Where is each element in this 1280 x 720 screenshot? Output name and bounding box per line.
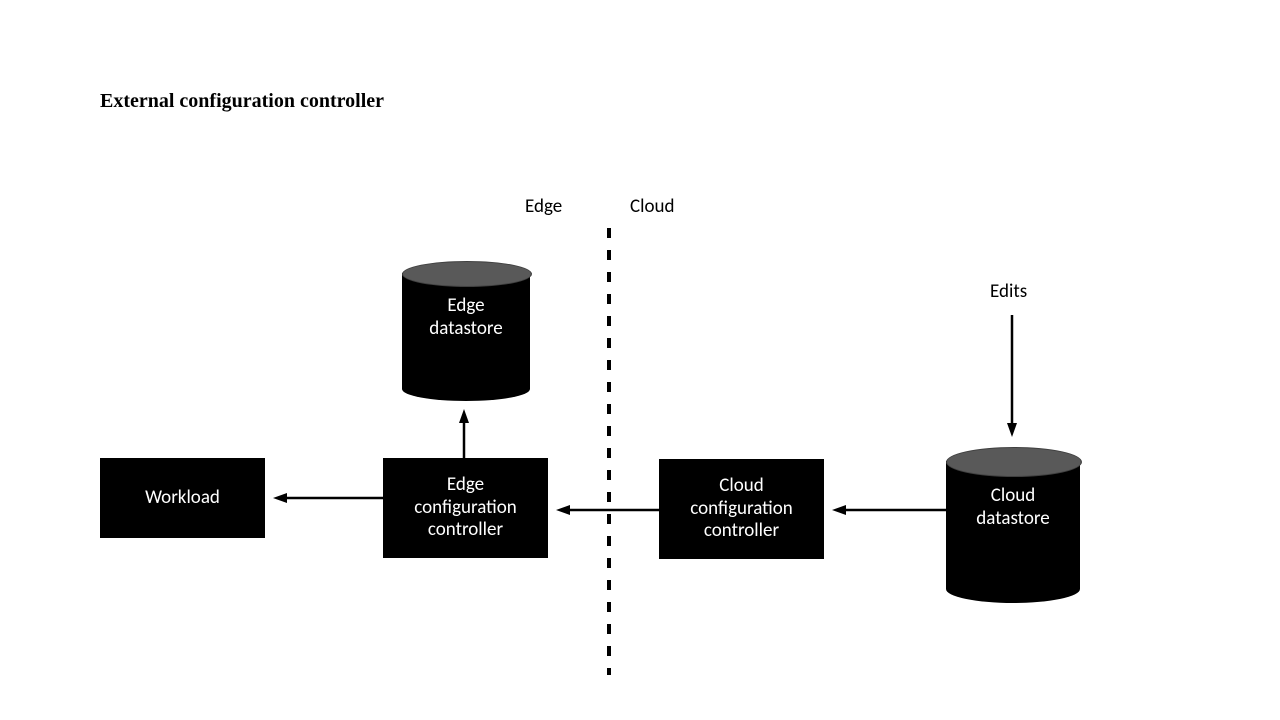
node-cloud-configuration-controller: Cloud configuration controller	[659, 459, 824, 559]
cloud-datastore-body	[946, 461, 1080, 603]
edge-datastore-top	[402, 261, 532, 287]
arrowhead-edge_ctrl_to_workload	[273, 493, 287, 503]
cloud-datastore-top	[946, 447, 1082, 477]
node-edge-datastore: Edge datastore	[402, 261, 530, 401]
node-cloud-controller-label: Cloud configuration controller	[690, 475, 793, 543]
node-workload-label: Workload	[145, 487, 220, 510]
node-workload: Workload	[100, 458, 265, 538]
label-edge: Edge	[525, 195, 562, 218]
diagram-title: External configuration controller	[100, 90, 384, 113]
node-edge-controller-label: Edge configuration controller	[414, 474, 517, 542]
node-cloud-datastore: Cloud datastore	[946, 447, 1080, 603]
arrowhead-edits_to_cloud_ds	[1007, 423, 1017, 437]
arrowhead-cloud_ctrl_to_edge_ctrl	[556, 505, 570, 515]
arrowhead-cloud_ds_to_cloud_ctrl	[832, 505, 846, 515]
node-edge-configuration-controller: Edge configuration controller	[383, 458, 548, 558]
cloud-datastore-label: Cloud datastore	[946, 485, 1080, 531]
edge-datastore-label: Edge datastore	[402, 295, 530, 341]
label-cloud: Cloud	[630, 195, 674, 218]
diagram-canvas: External configuration controller Edge C…	[0, 0, 1280, 720]
arrowhead-edge_ctrl_to_edge_ds	[459, 409, 469, 423]
label-edits: Edits	[990, 280, 1027, 303]
